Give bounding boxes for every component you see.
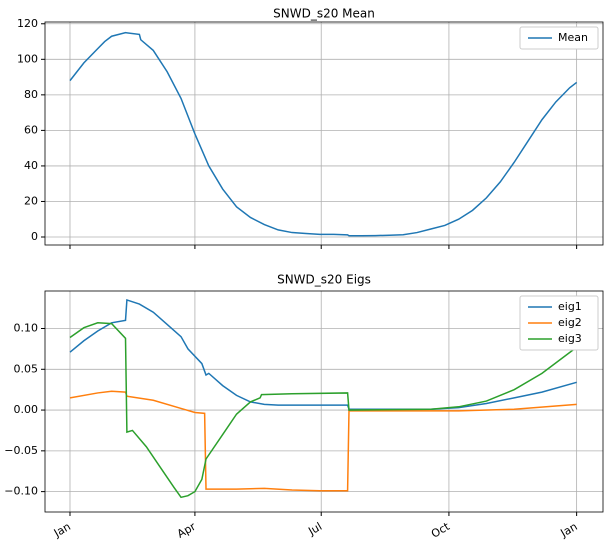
y-tick-label: 40: [24, 159, 38, 172]
y-tick-label: 20: [24, 194, 38, 207]
x-tick-label: Jan: [558, 520, 580, 540]
x-tick-label: Jul: [305, 520, 324, 538]
legend-label: Mean: [558, 31, 588, 44]
series-line: [69, 31, 578, 237]
x-tick-label: Apr: [175, 520, 198, 541]
axes-frame: [44, 290, 604, 513]
legend-box: [519, 26, 599, 50]
legend-box: [519, 295, 599, 351]
x-tick-label: Oct: [429, 520, 453, 541]
axes-frame: [44, 21, 604, 246]
legend-label: eig3: [558, 332, 582, 345]
y-tick-label: −0.05: [4, 444, 38, 457]
series-line: [69, 322, 578, 499]
x-tick-label: Jan: [51, 520, 73, 540]
y-tick-label: 0: [31, 230, 38, 243]
series-line: [69, 390, 577, 492]
y-tick-label: −0.10: [4, 485, 38, 498]
y-tick-label: 0.10: [14, 322, 39, 335]
y-tick-label: 100: [17, 52, 38, 65]
y-tick-label: 120: [17, 17, 38, 30]
y-tick-label: 60: [24, 123, 38, 136]
legend-label: eig2: [558, 316, 582, 329]
y-tick-label: 0.05: [14, 362, 39, 375]
y-tick-label: 0.00: [14, 403, 39, 416]
y-tick-label: 80: [24, 88, 38, 101]
chart-title: SNWD_s20 Mean: [273, 7, 375, 21]
chart-title: SNWD_s20 Eigs: [277, 273, 371, 287]
legend-label: eig1: [558, 300, 582, 313]
